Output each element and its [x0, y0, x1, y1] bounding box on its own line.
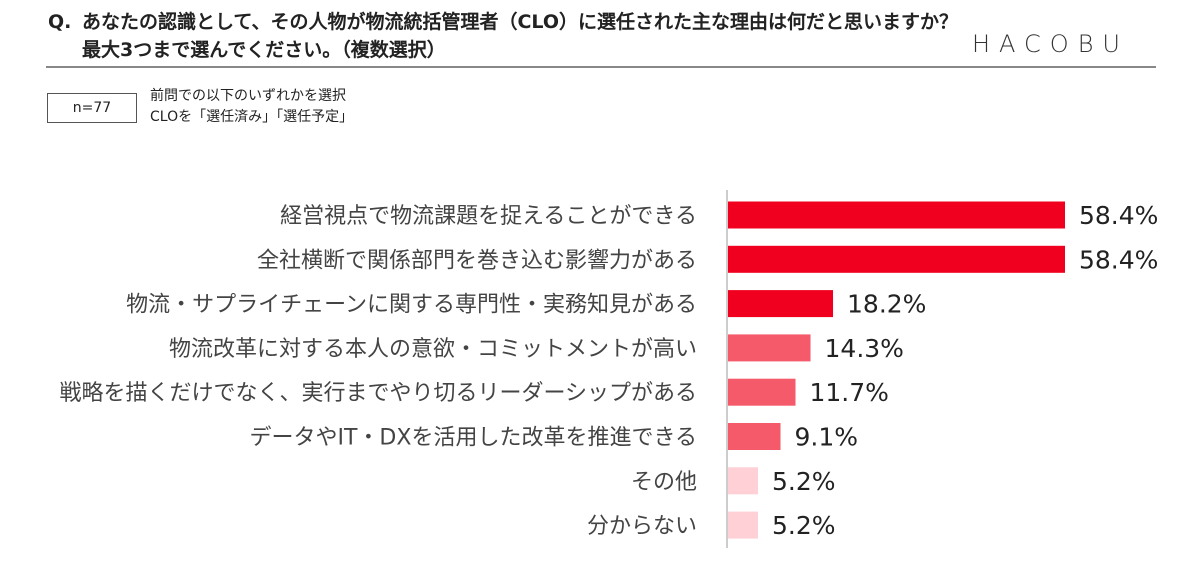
category-label: 物流改革に対する本人の意欲・コミットメントが高い [169, 337, 697, 362]
value-label: 5.2% [772, 511, 836, 540]
bar [728, 245, 1065, 273]
category-label: 経営視点で物流課題を捉えることができる [280, 204, 697, 229]
bar [728, 334, 811, 362]
category-label: 戦略を描くだけでなく、実行までやり切るリーダーシップがある [59, 381, 697, 406]
value-label: 11.7% [810, 378, 889, 407]
category-label: 分からない [587, 514, 697, 539]
note-line-2: CLOを「選任済み」「選任予定」 [150, 109, 354, 125]
question-label: Q. [48, 11, 72, 33]
respondent-note: 前問での以下のいずれかを選択 CLOを「選任済み」「選任予定」 [150, 86, 353, 128]
bar [728, 378, 796, 406]
title-divider [46, 66, 1156, 68]
sample-size-badge: n=77 [47, 93, 137, 123]
category-label: 物流・サプライチェーンに関する専門性・実務知見がある [126, 293, 697, 318]
bar [728, 467, 759, 495]
bar [728, 423, 781, 450]
value-label: 5.2% [772, 467, 836, 496]
bar [728, 511, 759, 539]
question-text: あなたの認識として、その人物が物流統括管理者（CLO）に選任された主な理由は何だ… [82, 11, 959, 61]
value-label: 9.1% [795, 423, 859, 452]
bar [728, 201, 1065, 229]
hacobu-logo: HACOBU [972, 30, 1129, 58]
value-label: 58.4% [1079, 245, 1158, 274]
category-label: データやIT・DXを活用した改革を推進できる [250, 426, 698, 451]
category-label: 全社横断で関係部門を巻き込む影響力がある [257, 248, 697, 273]
bar [728, 290, 834, 318]
value-label: 58.4% [1079, 201, 1158, 230]
category-label: その他 [631, 470, 697, 495]
note-line-1: 前問での以下のいずれかを選択 [150, 88, 346, 104]
value-label: 18.2% [847, 290, 926, 319]
value-label: 14.3% [825, 334, 904, 363]
